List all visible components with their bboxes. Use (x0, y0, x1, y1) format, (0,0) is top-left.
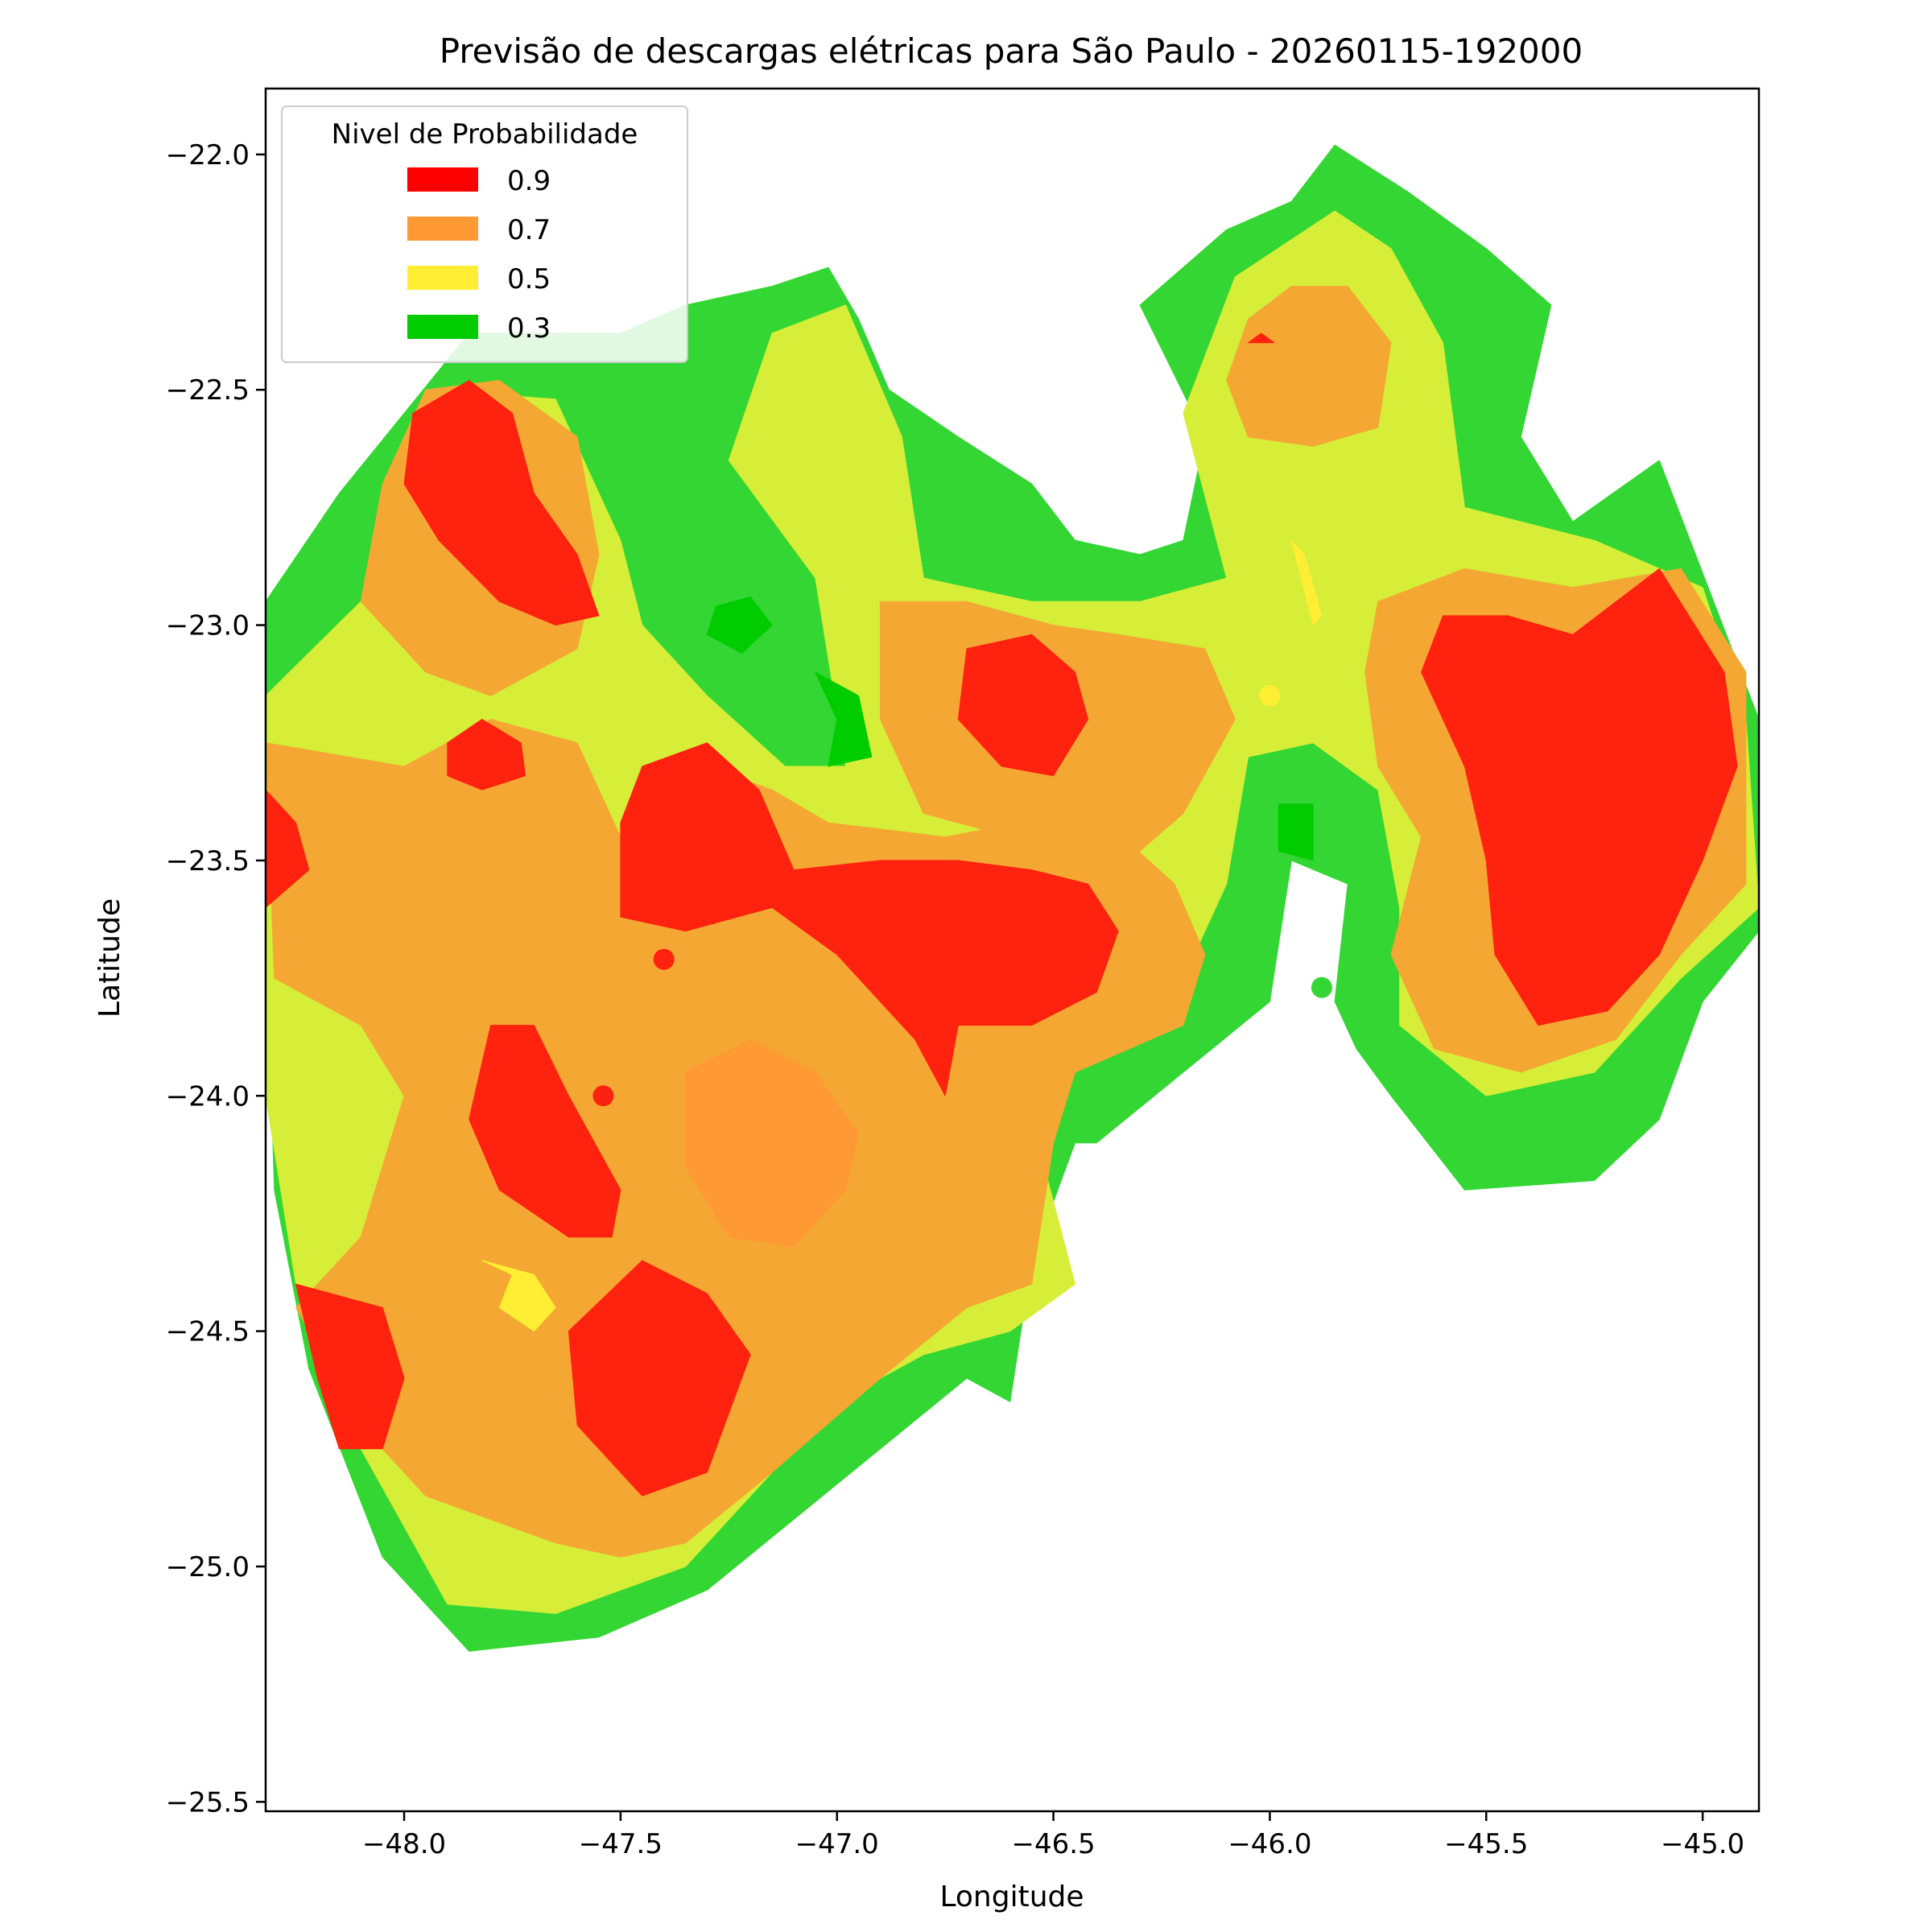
region-level-07-blob (685, 1038, 860, 1247)
legend-box (281, 105, 688, 363)
region-level-07-northeast (1226, 286, 1392, 447)
legend-title: Nivel de Probabilidade (332, 118, 638, 151)
region-level-05-spot-1 (481, 1260, 556, 1332)
region-level-09-center-north (957, 634, 1089, 777)
contour-regions (266, 144, 1759, 1652)
probability-marker-2 (653, 948, 675, 970)
y-tick-label: −25.0 (166, 1551, 250, 1583)
probability-marker-1 (266, 845, 285, 867)
y-tick-label: −25.5 (166, 1786, 250, 1818)
x-tick-label: −45.0 (1661, 1828, 1744, 1860)
y-tick-label: −23.5 (166, 845, 250, 877)
y-axis: −22.0 −22.5 −23.0 −23.5 −24.0 −24.5 −25.0 −25.5 (166, 139, 266, 1818)
x-tick-label: −47.5 (579, 1828, 663, 1860)
region-level-09-small-west (447, 719, 526, 791)
y-tick-label: −24.0 (166, 1080, 250, 1113)
x-axis: −48.0 −47.5 −47.0 −46.5 −46.0 −45.5 −45.0 (362, 1811, 1744, 1860)
region-level-09-northeast-tip (1248, 332, 1275, 344)
plot-frame (264, 87, 1761, 1813)
y-tick-label: −22.0 (166, 139, 250, 171)
region-level-09-center (620, 742, 1119, 1096)
legend-label: 0.5 (507, 263, 551, 295)
region-level-05-spot-2 (1290, 539, 1323, 626)
region-level-09-northwest (403, 380, 600, 626)
region-level-09-east (1421, 568, 1738, 1026)
chart-title: Previsão de descargas elétricas para São… (440, 31, 1583, 71)
x-tick-label: −45.5 (1444, 1828, 1528, 1860)
region-level-09-southwest-edge (295, 1283, 405, 1450)
y-axis-label: Latitude (93, 898, 126, 1018)
y-tick-label: −22.5 (166, 374, 250, 407)
legend-swatch (407, 167, 478, 192)
y-tick-label: −23.0 (166, 610, 250, 642)
legend-label: 0.9 (507, 165, 551, 197)
x-tick-label: −48.0 (362, 1828, 446, 1860)
probability-marker-5 (1311, 976, 1332, 998)
x-tick-label: −46.5 (1011, 1828, 1095, 1860)
region-level-09-southwest-1 (469, 1025, 621, 1238)
region-dark-green-1 (706, 597, 773, 654)
legend-swatch (407, 266, 478, 290)
legend-swatch (407, 315, 478, 339)
region-dark-green-3 (1278, 803, 1314, 861)
region-level-09-west-edge (266, 789, 310, 908)
probability-marker-3 (592, 1085, 614, 1107)
legend-label: 0.7 (507, 214, 551, 246)
probability-markers (266, 685, 1332, 1107)
region-level-09-southwest-2 (568, 1260, 751, 1496)
probability-marker-4 (1259, 685, 1281, 707)
x-tick-label: −46.0 (1228, 1828, 1311, 1860)
x-axis-label: Longitude (939, 1880, 1084, 1913)
region-dark-green-2 (815, 671, 873, 767)
legend-label: 0.3 (507, 312, 551, 345)
legend: Nivel de Probabilidade 0.9 0.7 0.5 0.3 (281, 105, 688, 363)
y-tick-label: −24.5 (166, 1316, 250, 1348)
x-tick-label: −47.0 (795, 1828, 879, 1860)
legend-swatch (407, 217, 478, 241)
